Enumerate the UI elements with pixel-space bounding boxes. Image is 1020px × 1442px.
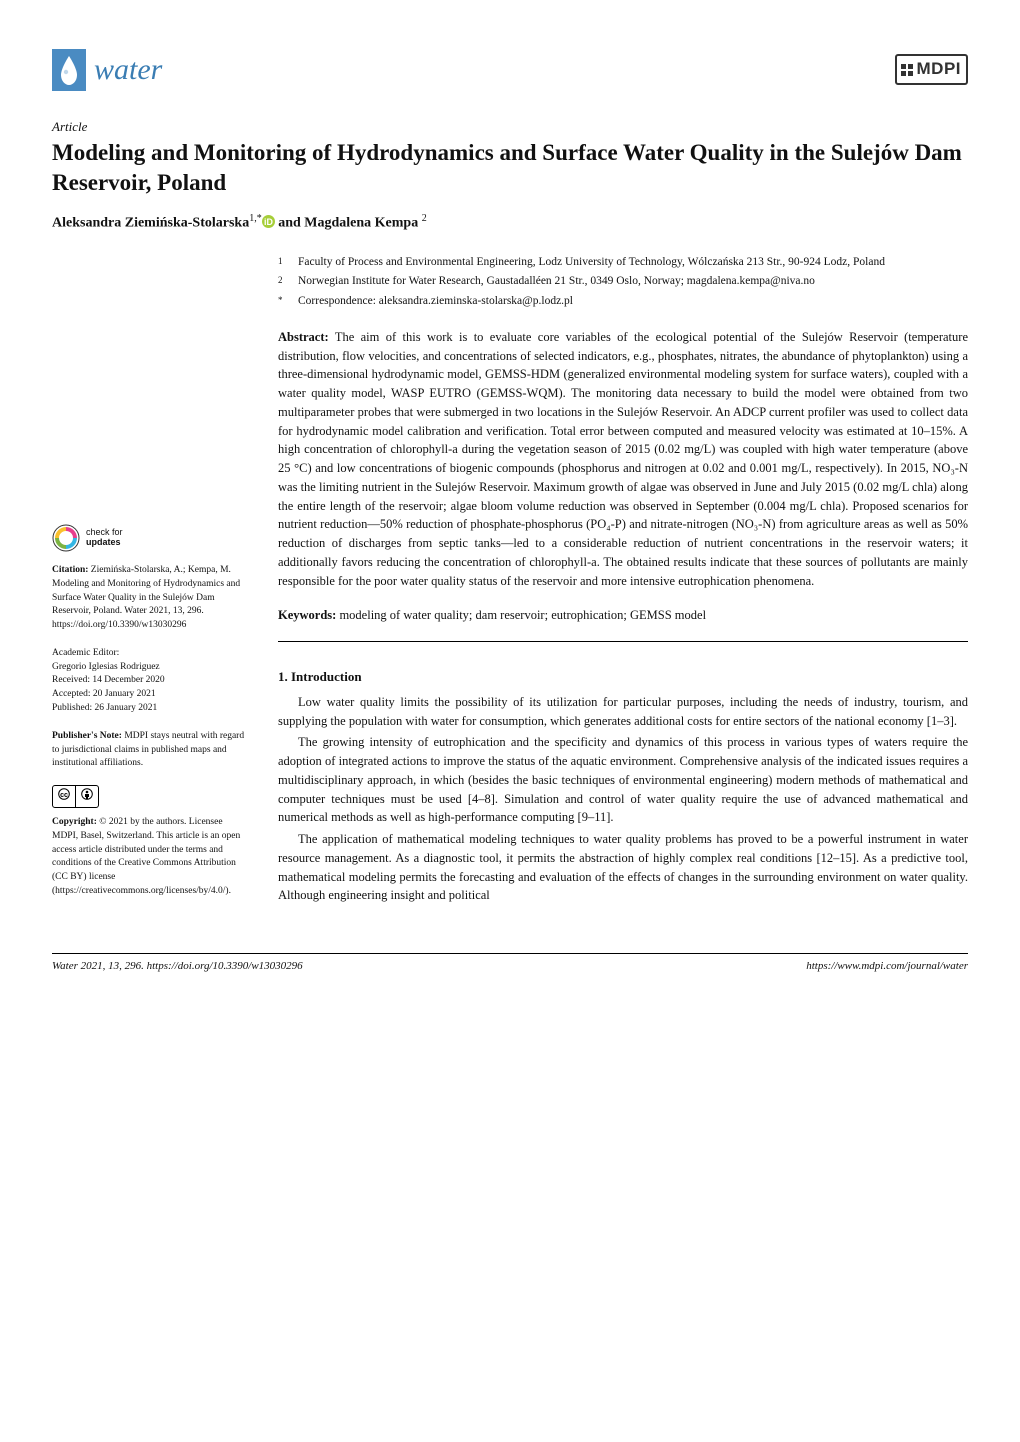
paragraph: Low water quality limits the possibility… [278, 693, 968, 731]
orcid-icon[interactable]: iD [262, 215, 275, 228]
header: water MDPI [52, 48, 968, 92]
date-received: Received: 14 December 2020 [52, 674, 248, 688]
date-accepted: Accepted: 20 January 2021 [52, 688, 248, 702]
affil-sup: 2 [278, 273, 288, 290]
journal-name: water [94, 48, 162, 92]
paragraph: The application of mathematical modeling… [278, 830, 968, 905]
editorial-block: Academic Editor: Gregorio Iglesias Rodri… [52, 647, 248, 716]
author-1: Aleksandra Ziemińska-Stolarska [52, 216, 249, 231]
main-content: 1 Faculty of Process and Environmental En… [278, 254, 968, 912]
abstract-label: Abstract: [278, 330, 329, 344]
author-and: and Magdalena Kempa [275, 216, 422, 231]
affiliations: 1 Faculty of Process and Environmental En… [278, 254, 968, 310]
editor-label: Academic Editor: [52, 648, 119, 658]
affil-sup: * [278, 293, 288, 310]
cc-icon: cc [53, 786, 76, 807]
svg-text:cc: cc [60, 792, 68, 799]
keywords-label: Keywords: [278, 608, 336, 622]
article-type: Article [52, 118, 968, 137]
check-updates-icon [52, 524, 80, 552]
affil-text: Norwegian Institute for Water Research, … [298, 273, 815, 290]
mdpi-mark-icon [900, 63, 914, 77]
citation-block: Citation: Ziemińska-Stolarska, A.; Kempa… [52, 564, 248, 633]
divider [278, 641, 968, 642]
cc-by-badge[interactable]: cc [52, 785, 99, 808]
affil-sup: 1 [278, 254, 288, 271]
section-heading: 1. Introduction [278, 668, 968, 687]
abstract: Abstract: The aim of this work is to eva… [278, 328, 968, 591]
copyright-text: © 2021 by the authors. Licensee MDPI, Ba… [52, 817, 240, 896]
author-2-affil: 2 [422, 213, 427, 224]
copyright-label: Copyright: [52, 817, 97, 827]
copyright-block: Copyright: © 2021 by the authors. Licens… [52, 816, 248, 899]
publisher-name: MDPI [917, 57, 962, 82]
body-text: Low water quality limits the possibility… [278, 693, 968, 905]
affiliation-row: 1 Faculty of Process and Environmental En… [278, 254, 968, 271]
abstract-text: The aim of this work is to evaluate core… [278, 330, 968, 588]
affiliation-row: 2 Norwegian Institute for Water Research,… [278, 273, 968, 290]
date-published: Published: 26 January 2021 [52, 702, 248, 716]
journal-logo: water [52, 48, 162, 92]
author-1-affil: 1, [249, 213, 257, 224]
paragraph: The growing intensity of eutrophication … [278, 733, 968, 827]
keywords-text: modeling of water quality; dam reservoir… [336, 608, 706, 622]
page-footer: Water 2021, 13, 296. https://doi.org/10.… [52, 953, 968, 975]
affil-text: Correspondence: aleksandra.zieminska-sto… [298, 293, 573, 310]
keywords: Keywords: modeling of water quality; dam… [278, 606, 968, 625]
water-drop-icon [52, 49, 86, 91]
sidebar: check for updates Citation: Ziemińska-St… [52, 254, 248, 912]
citation-label: Citation: [52, 565, 88, 575]
pubnote-label: Publisher's Note: [52, 731, 122, 741]
article-title: Modeling and Monitoring of Hydrodynamics… [52, 138, 968, 198]
affiliation-row: * Correspondence: aleksandra.zieminska-st… [278, 293, 968, 310]
editor-name: Gregorio Iglesias Rodriguez [52, 661, 248, 675]
publisher-logo: MDPI [895, 54, 969, 85]
check-updates-line2: updates [86, 538, 123, 548]
footer-left: Water 2021, 13, 296. https://doi.org/10.… [52, 959, 303, 975]
check-for-updates[interactable]: check for updates [52, 524, 248, 552]
by-icon [76, 786, 98, 807]
publishers-note-block: Publisher's Note: MDPI stays neutral wit… [52, 730, 248, 771]
svg-text:iD: iD [264, 217, 273, 227]
authors-line: Aleksandra Ziemińska-Stolarska1,*iD and … [52, 212, 968, 234]
footer-right: https://www.mdpi.com/journal/water [806, 959, 968, 975]
affil-text: Faculty of Process and Environmental Eng… [298, 254, 885, 271]
